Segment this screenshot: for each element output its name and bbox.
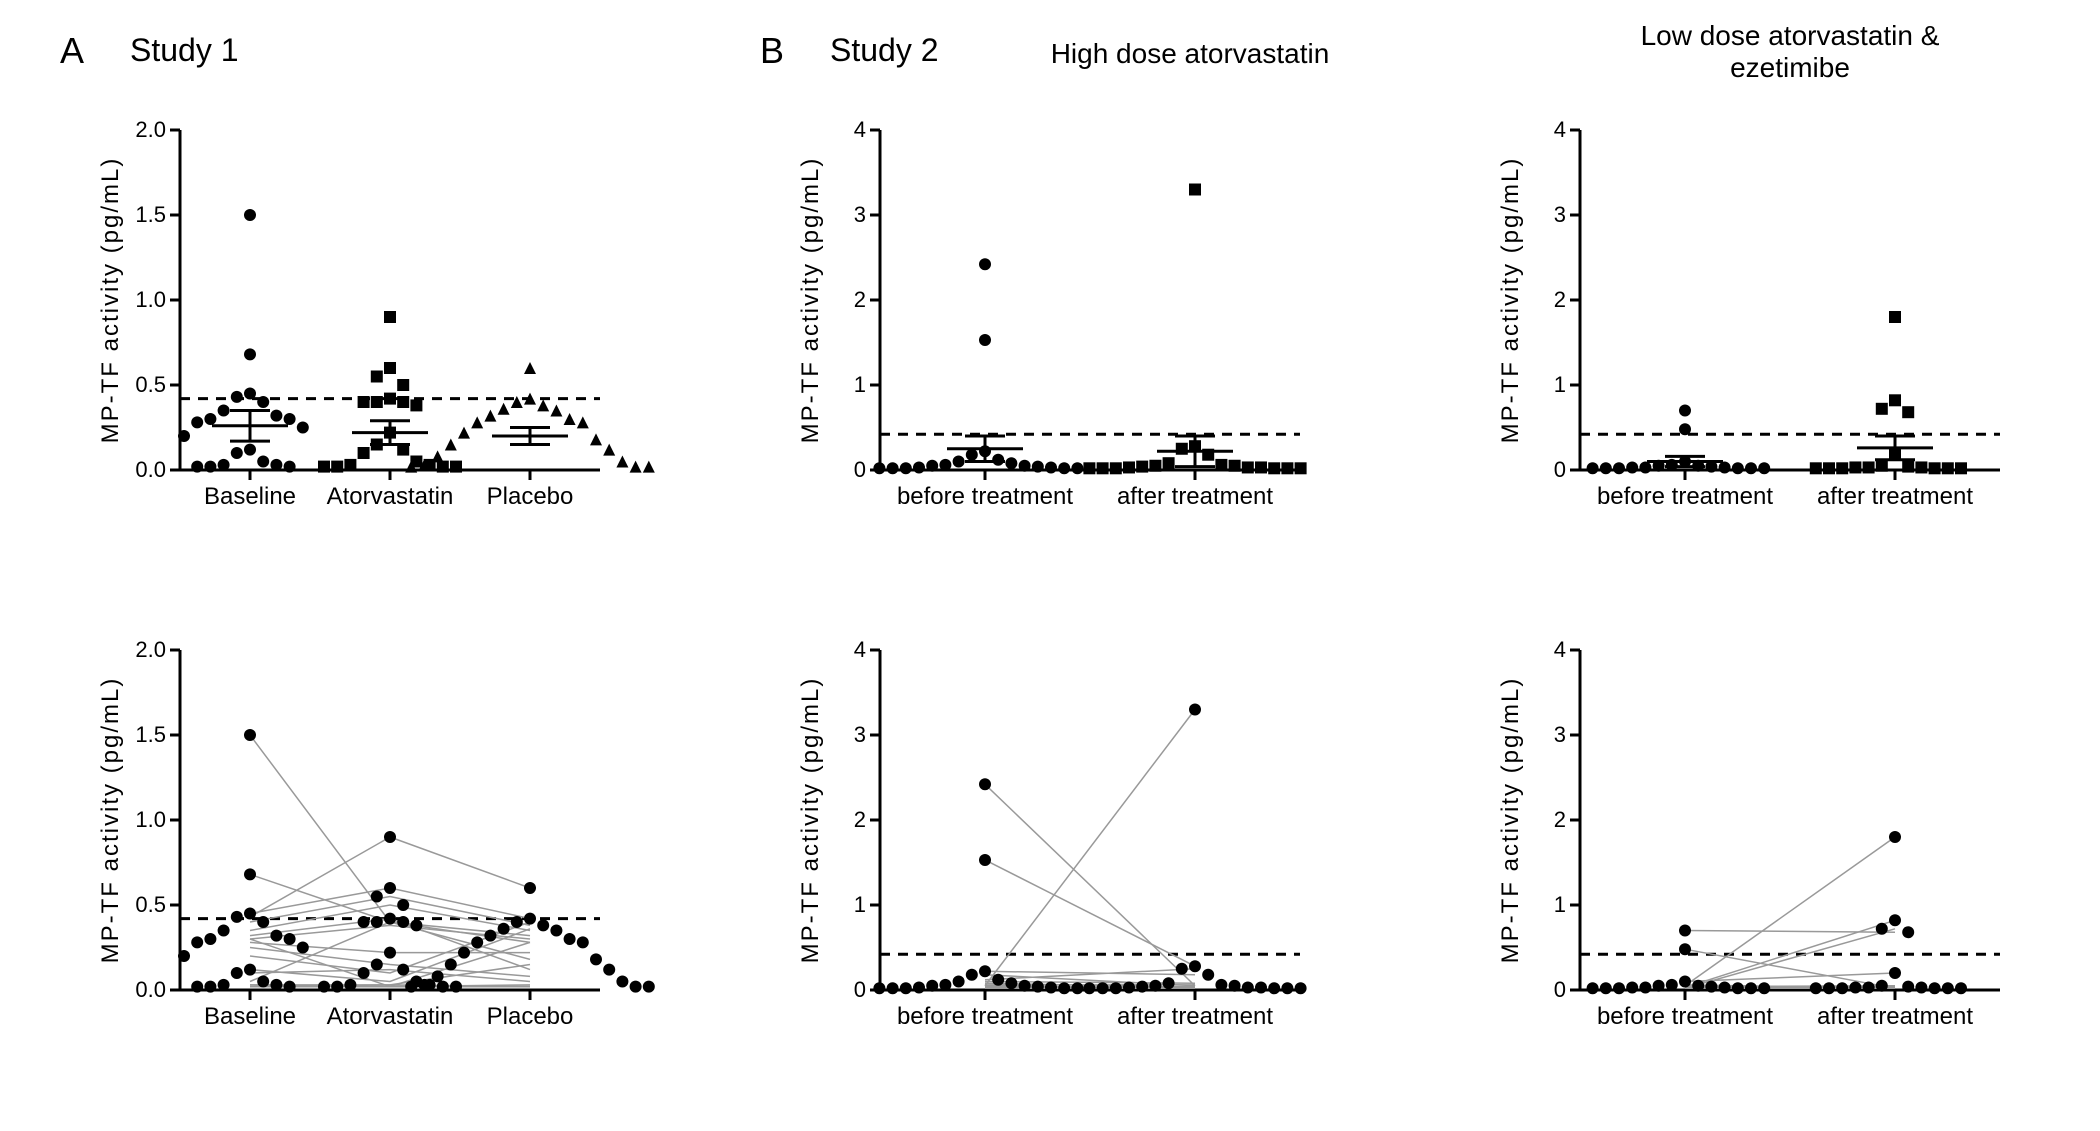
svg-text:Baseline: Baseline — [204, 1003, 296, 1030]
svg-text:1: 1 — [1554, 372, 1566, 397]
svg-text:1: 1 — [1554, 892, 1566, 917]
svg-text:0.0: 0.0 — [135, 457, 166, 482]
svg-text:0.5: 0.5 — [135, 892, 166, 917]
svg-text:3: 3 — [854, 722, 866, 747]
svg-text:2: 2 — [854, 807, 866, 832]
panel-a-title: Study 1 — [130, 32, 239, 69]
svg-text:MP-TF activity (pg/mL): MP-TF activity (pg/mL) — [1497, 677, 1524, 964]
svg-text:before treatment: before treatment — [897, 483, 1073, 510]
svg-text:after treatment: after treatment — [1817, 1003, 1973, 1030]
svg-text:1.0: 1.0 — [135, 287, 166, 312]
svg-text:after treatment: after treatment — [1117, 483, 1273, 510]
svg-text:3: 3 — [1554, 722, 1566, 747]
svg-text:0: 0 — [1554, 457, 1566, 482]
low-dose-subtitle: Low dose atorvastatin & ezetimibe — [1580, 20, 2000, 84]
svg-text:1.0: 1.0 — [135, 807, 166, 832]
svg-text:after treatment: after treatment — [1817, 483, 1973, 510]
chart-lowdose-paired: 0 1 2 3 4 MP-TF activity (pg/mL) before treatm… — [1490, 640, 2020, 1040]
chart-highdose-paired: 0 1 2 3 4 MP-TF activity (pg/mL) before treatm… — [790, 640, 1320, 1040]
svg-text:4: 4 — [854, 637, 866, 662]
svg-text:3: 3 — [1554, 202, 1566, 227]
panel-a-label: A — [60, 30, 84, 72]
svg-text:MP-TF activity (pg/mL): MP-TF activity (pg/mL) — [797, 157, 824, 444]
svg-text:before treatment: before treatment — [897, 1003, 1073, 1030]
svg-text:Placebo: Placebo — [487, 483, 574, 510]
svg-text:before treatment: before treatment — [1597, 1003, 1773, 1030]
svg-text:4: 4 — [1554, 637, 1566, 662]
svg-text:3: 3 — [854, 202, 866, 227]
chart-study1-scatter: 0.0 0.5 1.0 1.5 2.0 MP-TF activity (pg/mL) Bas… — [90, 120, 620, 520]
svg-text:2: 2 — [1554, 287, 1566, 312]
svg-text:4: 4 — [1554, 117, 1566, 142]
svg-text:MP-TF activity (pg/mL): MP-TF activity (pg/mL) — [97, 677, 124, 964]
svg-text:after treatment: after treatment — [1117, 1003, 1273, 1030]
svg-text:1.5: 1.5 — [135, 722, 166, 747]
svg-text:1: 1 — [854, 372, 866, 397]
svg-text:1.5: 1.5 — [135, 202, 166, 227]
panel-b-label: B — [760, 30, 784, 72]
chart-study1-paired: 0.0 0.5 1.0 1.5 2.0 MP-TF activity (pg/mL) Bas… — [90, 640, 620, 1040]
chart-highdose-scatter: 0 1 2 3 4 MP-TF activity (pg/mL) before treatm… — [790, 120, 1320, 520]
svg-text:Baseline: Baseline — [204, 483, 296, 510]
svg-text:MP-TF activity (pg/mL): MP-TF activity (pg/mL) — [797, 677, 824, 964]
svg-text:2.0: 2.0 — [135, 637, 166, 662]
svg-text:0.0: 0.0 — [135, 977, 166, 1002]
svg-text:2: 2 — [1554, 807, 1566, 832]
svg-text:Atorvastatin: Atorvastatin — [327, 1003, 454, 1030]
svg-text:0.5: 0.5 — [135, 372, 166, 397]
svg-text:MP-TF activity (pg/mL): MP-TF activity (pg/mL) — [97, 157, 124, 444]
svg-text:4: 4 — [854, 117, 866, 142]
svg-text:Placebo: Placebo — [487, 1003, 574, 1030]
figure-root: A Study 1 B Study 2 High dose atorvastat… — [0, 0, 2100, 1131]
chart-lowdose-scatter: 0 1 2 3 4 MP-TF activity (pg/mL) before treatm… — [1490, 120, 2020, 520]
panel-b-title: Study 2 — [830, 32, 939, 69]
svg-text:0: 0 — [1554, 977, 1566, 1002]
svg-text:2: 2 — [854, 287, 866, 312]
svg-text:before treatment: before treatment — [1597, 483, 1773, 510]
high-dose-subtitle: High dose atorvastatin — [990, 38, 1390, 70]
svg-text:0: 0 — [854, 977, 866, 1002]
svg-text:1: 1 — [854, 892, 866, 917]
svg-text:0: 0 — [854, 457, 866, 482]
svg-text:MP-TF activity (pg/mL): MP-TF activity (pg/mL) — [1497, 157, 1524, 444]
svg-text:2.0: 2.0 — [135, 117, 166, 142]
svg-text:Atorvastatin: Atorvastatin — [327, 483, 454, 510]
